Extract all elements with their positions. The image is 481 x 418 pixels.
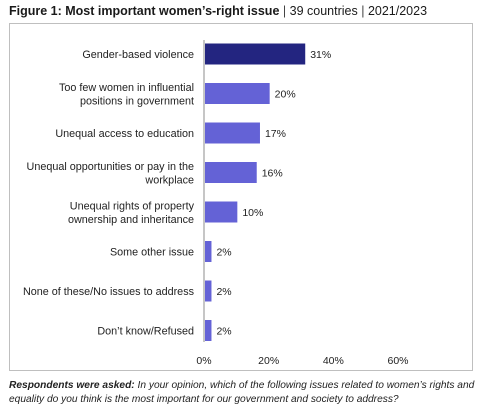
data-label: 2% — [216, 247, 231, 259]
category-label: Unequal rights of property ownership and … — [68, 200, 195, 226]
chart-title: Figure 1: Most important women’s-right i… — [9, 4, 427, 18]
data-label: 2% — [216, 286, 231, 298]
bar — [205, 83, 270, 104]
bar — [205, 43, 306, 65]
bar — [205, 320, 212, 341]
bar — [205, 280, 212, 302]
data-label: 10% — [242, 207, 263, 219]
x-tick-label: 60% — [387, 355, 408, 367]
data-label: 31% — [310, 49, 331, 61]
note-lead: Respondents were asked: — [9, 380, 135, 391]
category-label: None of these/No issues to address — [23, 286, 195, 298]
figure-title: Figure 1: Most important women’s-right i… — [9, 4, 280, 18]
bar — [205, 241, 212, 262]
title-separator-1: | — [282, 4, 287, 18]
x-tick-label: 40% — [323, 355, 344, 367]
category-label: Unequal opportunities or pay in the workp… — [27, 161, 194, 187]
category-label: Unequal access to education — [55, 128, 194, 140]
x-tick-label: 20% — [258, 355, 279, 367]
category-label: Some other issue — [110, 247, 194, 259]
title-years: 2021/2023 — [367, 4, 428, 18]
chart-frame — [9, 23, 473, 371]
survey-note: Respondents were asked: In your opinion,… — [9, 379, 477, 406]
title-countries: 39 countries — [289, 4, 358, 18]
data-label: 20% — [275, 89, 296, 101]
data-label: 2% — [216, 326, 231, 338]
category-label: Don’t know/Refused — [97, 326, 194, 338]
note-text: In your opinion, which of the following … — [9, 380, 475, 405]
bar — [205, 122, 260, 144]
data-label: 17% — [265, 128, 286, 140]
data-label: 16% — [262, 168, 283, 180]
bar — [205, 201, 238, 223]
category-label: Gender-based violence — [82, 49, 194, 61]
x-tick-label: 0% — [196, 355, 211, 367]
bar — [205, 162, 257, 183]
category-label: Too few women in influential positions in… — [59, 82, 194, 108]
title-separator-2: | — [361, 4, 365, 18]
